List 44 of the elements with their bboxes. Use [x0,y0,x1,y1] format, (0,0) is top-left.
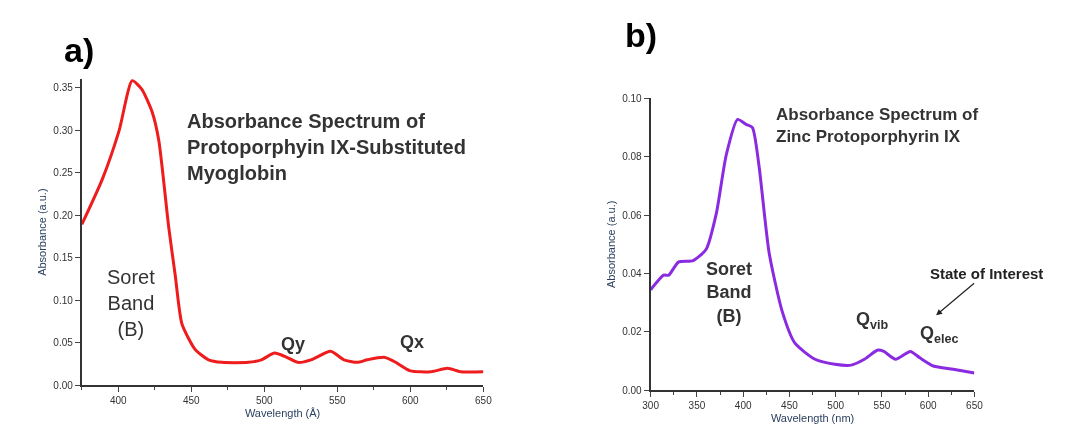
y-tick-label: 0.00 [53,379,74,391]
x-tick-label: 650 [475,395,493,407]
y-tick-label: 0.10 [622,92,643,104]
annotation: Q$_{elec}$ [920,323,959,346]
chart-title: a) [64,31,95,69]
x-axis-title: Wavelength (nm) [770,411,855,424]
annotation: Soret Band (B) [706,259,753,326]
annotation: Absorbance Spectrum of Zinc Protoporphyrin IX [776,105,979,147]
y-tick-label: 0.35 [53,81,74,93]
y-tick-label: 0.15 [53,252,74,264]
x-tick-label: 500 [255,395,274,407]
annotation: State of Interest [930,265,1044,282]
y-tick-label: 0.10 [53,294,74,306]
annotation: Soret Band (B) [107,266,156,340]
x-tick-label: 350 [688,400,706,412]
y-tick-label: 0.08 [622,151,643,163]
y-axis-title: Absorbance (a.u.) [36,188,49,276]
x-tick-label: 600 [402,395,420,407]
y-tick-label: 0.00 [622,384,643,396]
x-axis-title: Wavelength (Å) [244,407,321,420]
x-tick-label: 650 [966,400,984,412]
x-tick-label: 400 [734,400,752,412]
y-tick-label: 0.06 [622,209,643,221]
x-tick-label: 400 [109,395,128,407]
y-tick-label: 0.04 [622,267,643,279]
y-tick-label: 0.05 [53,337,74,349]
annotation: Absorbance Spectrum of Protoporphyin IX-Substituted Myoglobin [187,110,466,184]
x-tick-label: 450 [781,400,799,412]
annotation: Qx [400,332,425,352]
y-tick-label: 0.30 [53,124,74,136]
y-axis-title: Absorbance (a.u.) [605,200,618,289]
annotation: Q$_{vib}$ [856,309,889,332]
chart-title: b) [625,16,658,54]
x-tick-label: 600 [919,400,937,412]
x-tick-label: 300 [642,400,660,412]
y-tick-label: 0.02 [622,326,643,338]
line-series [81,79,484,374]
x-tick-label: 500 [827,400,845,412]
y-tick-label: 0.25 [53,167,74,179]
x-tick-label: 550 [873,400,891,412]
annotation: Qy [281,334,306,354]
x-tick-label: 450 [182,395,201,407]
x-tick-label: 550 [328,395,347,407]
y-tick-label: 0.20 [53,209,74,221]
